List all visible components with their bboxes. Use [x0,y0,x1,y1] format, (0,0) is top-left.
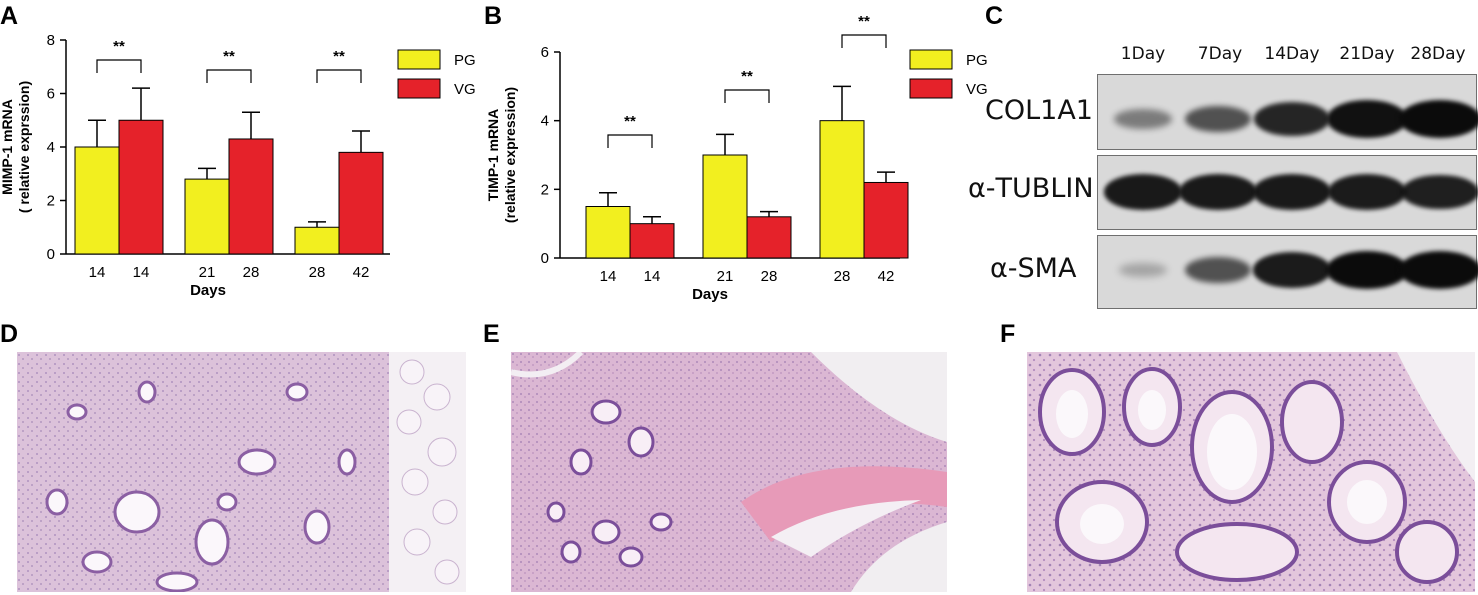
x-tick-label: 28 [309,264,326,281]
y-axis-label: MIMP-1 mRNA [0,99,15,195]
histology-image-e [511,352,947,592]
x-axis-label: Days [692,286,728,303]
panel-label-e: E [483,320,500,348]
bar-pg [74,146,120,255]
blot-band [1118,263,1168,277]
blot-band [1252,174,1332,210]
bar-pg [294,226,340,255]
blot-day-label: 28Day [1410,44,1466,64]
y-tick-label: 2 [541,181,549,198]
y-axis-label: TIMP-1 mRNA [485,109,501,202]
x-tick-label: 42 [353,264,370,281]
bar-pg [585,206,631,259]
significance-marker: ** [858,13,870,30]
blot-band [1103,174,1183,210]
legend-label-pg: PG [966,52,988,69]
significance-bracket [841,34,887,48]
blot-band [1253,102,1331,136]
legend-label-vg: VG [454,81,476,98]
significance-bracket [96,59,142,73]
y-tick-label: 6 [541,44,549,61]
panel-label-d: D [0,320,19,348]
blot-band [1399,251,1478,289]
blot-band [1178,174,1258,210]
blot-label-tublin: α-TUBLIN [968,173,1094,204]
blot-band [1327,174,1407,210]
bar-vg [629,223,675,259]
bar-vg [746,216,792,259]
legend-label-pg: PG [454,52,476,69]
blot-band [1114,109,1172,129]
significance-marker: ** [333,48,345,65]
panel-label-c: C [985,2,1004,30]
bar-pg [184,178,230,255]
significance-bracket [724,89,770,103]
significance-marker: ** [223,48,235,65]
blot-day-label: 7Day [1197,44,1243,64]
bar-vg [863,181,909,259]
blot-day-label: 14Day [1264,44,1320,64]
panel-label-a: A [0,2,19,30]
panel-label-b: B [484,2,503,30]
x-tick-label: 21 [199,264,216,281]
blot-label-col1a1: COL1A1 [985,95,1093,126]
blot-band [1326,100,1408,138]
x-tick-label: 14 [644,268,661,285]
y-tick-label: 2 [47,193,55,210]
blot-band [1184,105,1252,133]
x-tick-label: 14 [89,264,106,281]
blot-band [1399,100,1478,138]
x-tick-label: 28 [761,268,778,285]
x-axis-label: Days [190,282,226,299]
x-tick-label: 21 [717,268,734,285]
significance-bracket [607,134,653,148]
y-tick-label: 6 [47,86,55,103]
blot-band [1184,256,1252,284]
blot-band [1401,174,1478,210]
significance-bracket [316,69,362,83]
blot-day-label: 21Day [1339,44,1395,64]
x-tick-label: 14 [133,264,150,281]
x-tick-label: 14 [600,268,617,285]
blot-band [1326,251,1408,289]
bar-pg [819,120,865,259]
legend-swatch-pg [909,49,953,70]
legend-swatch-vg [909,78,953,99]
legend-swatch-pg [397,49,441,70]
legend-swatch-vg [397,78,441,99]
x-tick-label: 28 [243,264,260,281]
histology-image-d [17,352,466,592]
y-tick-label: 4 [541,113,549,130]
legend-label-vg: VG [966,81,988,98]
y-tick-label: 0 [541,250,549,267]
chart-b-timp1: 0 2 4 6 TIMP-1 mRNA (relative expression) 14 14… [485,13,988,303]
y-tick-label: 8 [47,32,55,49]
y-axis-label-line2: ( relative exprssion) [16,81,32,213]
x-tick-label: 42 [878,268,895,285]
y-tick-label: 4 [47,139,55,156]
significance-marker: ** [113,38,125,55]
y-axis-label-line2: (relative expression) [502,87,518,223]
y-tick-label: 0 [47,246,55,263]
bar-vg [338,151,384,255]
bar-vg [118,119,164,255]
histology-image-f [1027,352,1475,592]
significance-marker: ** [624,113,636,130]
panel-label-f: F [1000,320,1016,348]
bar-pg [702,154,748,259]
x-tick-label: 28 [834,268,851,285]
blot-day-label: 1Day [1120,44,1166,64]
blot-label-sma: α-SMA [990,253,1077,284]
bar-vg [228,138,274,255]
chart-a-mimp1: 0 2 4 6 8 MIMP-1 mRNA( relative exprssion) 14 1… [0,32,476,299]
blot-band [1252,252,1332,288]
significance-marker: ** [741,68,753,85]
significance-bracket [206,69,252,83]
